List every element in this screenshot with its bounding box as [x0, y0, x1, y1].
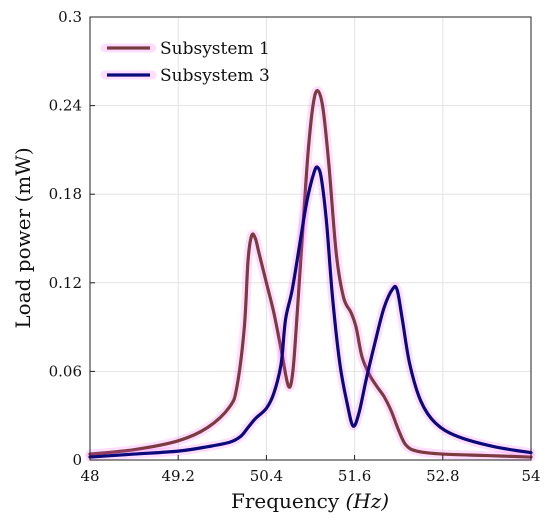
ticks: 48 49.2 50.4 51.6 52.8 54 0 0.06 0.12 0.18 0.24 0.3	[49, 8, 541, 485]
legend-label-1: Subsystem 1	[160, 39, 270, 59]
x-tick-label: 49.2	[161, 467, 194, 485]
y-tick-label: 0.12	[49, 274, 82, 292]
x-axis-unit: (Hz)	[345, 489, 389, 513]
y-tick-label: 0.18	[49, 185, 82, 203]
y-axis-label: Load power (mW)	[11, 147, 35, 328]
y-tick-label: 0	[72, 451, 82, 469]
x-tick-label: 48	[80, 467, 99, 485]
plot-area	[90, 17, 531, 460]
x-tick-label: 54	[521, 467, 540, 485]
x-axis-label: Frequency (Hz)	[231, 489, 389, 513]
x-tick-label: 51.6	[338, 467, 371, 485]
x-tick-label: 52.8	[426, 467, 459, 485]
legend-label-2: Subsystem 3	[160, 66, 270, 86]
plot-frame	[89, 16, 532, 461]
y-tick-label: 0.06	[49, 362, 82, 380]
x-tick-label: 50.4	[250, 467, 283, 485]
y-tick-label: 0.24	[49, 97, 82, 115]
legend: Subsystem 1 Subsystem 3	[100, 39, 270, 86]
series-group	[85, 86, 536, 462]
y-tick-label: 0.3	[58, 8, 82, 26]
series-line-2	[88, 165, 533, 459]
series-line-1	[88, 89, 533, 459]
